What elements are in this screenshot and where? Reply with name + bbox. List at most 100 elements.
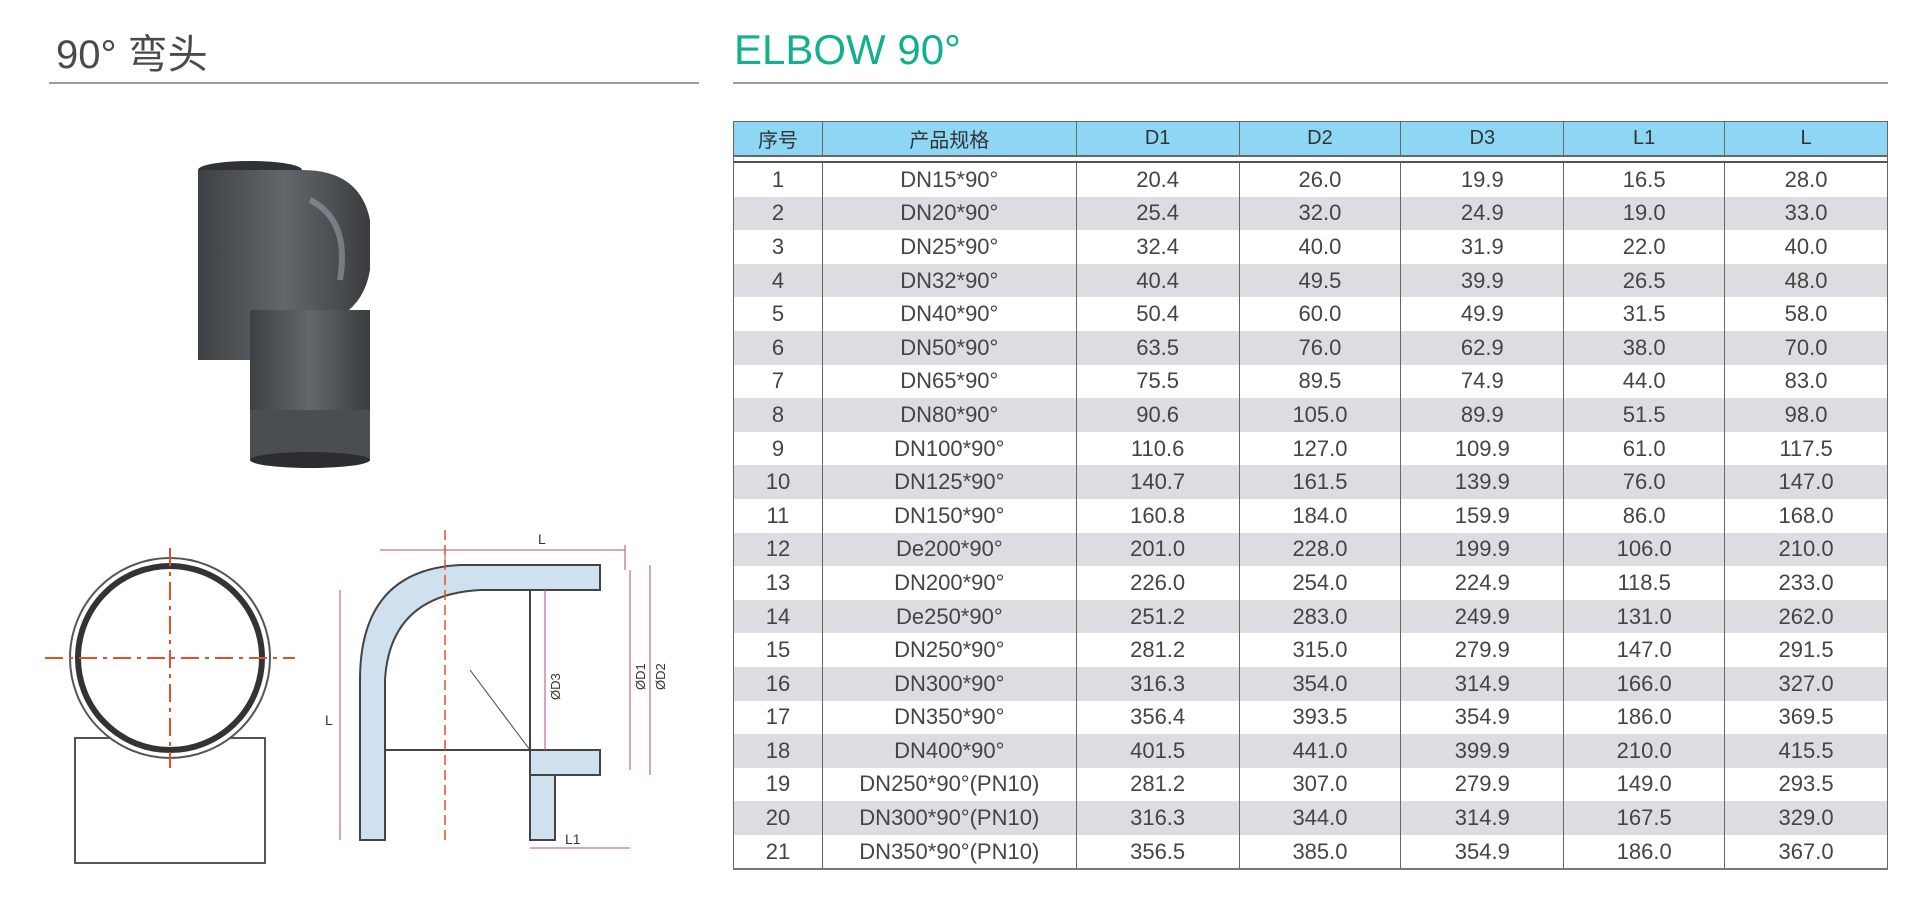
table-row: 15 DN250*90° 281.2 315.0 279.9 147.0 291.5 (733, 633, 1888, 667)
column-header: 产品规格 (821, 121, 1077, 157)
table-cell: 17 (733, 700, 823, 735)
table-row: 4 DN32*90° 40.4 49.5 39.9 26.5 48.0 (733, 263, 1888, 298)
table-row: 11 DN150*90° 160.8 184.0 159.9 86.0 168.0 (733, 498, 1888, 533)
table-cell: 49.9 (1400, 297, 1565, 331)
table-cell: 40.0 (1724, 230, 1888, 264)
table-row: 2 DN20*90° 25.4 32.0 24.9 19.0 33.0 (733, 196, 1888, 231)
elbow-end-view-drawing (45, 548, 295, 864)
table-cell: 201.0 (1075, 532, 1240, 567)
table-cell: 279.9 (1400, 633, 1565, 667)
table-cell: 39.9 (1400, 263, 1565, 298)
table-cell: 33.0 (1724, 196, 1888, 231)
table-cell: 184.0 (1238, 498, 1402, 533)
table-cell: 20 (733, 801, 823, 835)
table-cell: 281.2 (1075, 767, 1240, 802)
table-cell: 44.0 (1563, 364, 1726, 399)
table-cell: 38.0 (1563, 330, 1726, 365)
table-cell: DN300*90°(PN10) (821, 801, 1077, 835)
table-row: 9 DN100*90° 110.6 127.0 109.9 61.0 117.5 (733, 431, 1888, 466)
table-cell: 22.0 (1563, 230, 1726, 264)
column-header: L1 (1563, 121, 1726, 157)
table-cell: DN400*90° (821, 734, 1077, 768)
table-cell: 16 (733, 666, 823, 701)
table-cell: 18 (733, 734, 823, 768)
table-cell: 105.0 (1238, 398, 1402, 432)
table-cell: 13 (733, 566, 823, 600)
table-cell: 354.0 (1238, 666, 1402, 701)
table-cell: 76.0 (1563, 465, 1726, 499)
table-row: 14 De250*90° 251.2 283.0 249.9 131.0 262.0 (733, 599, 1888, 634)
table-cell: 199.9 (1400, 532, 1565, 567)
table-cell: 147.0 (1563, 633, 1726, 667)
table-cell: 25.4 (1075, 196, 1240, 231)
table-cell: 10 (733, 465, 823, 499)
table-cell: DN65*90° (821, 364, 1077, 399)
table-cell: 226.0 (1075, 566, 1240, 600)
table-cell: 14 (733, 599, 823, 634)
table-cell: 140.7 (1075, 465, 1240, 499)
table-cell: 210.0 (1563, 734, 1726, 768)
table-cell: 401.5 (1075, 734, 1240, 768)
table-cell: 106.0 (1563, 532, 1726, 567)
table-cell: 224.9 (1400, 566, 1565, 600)
table-cell: 32.4 (1075, 230, 1240, 264)
table-cell: 51.5 (1563, 398, 1726, 432)
table-row: 5 DN40*90° 50.4 60.0 49.9 31.5 58.0 (733, 297, 1888, 331)
table-cell: 291.5 (1724, 633, 1888, 667)
label-L-side: L (325, 712, 333, 728)
table-cell: 329.0 (1724, 801, 1888, 835)
table-cell: DN200*90° (821, 566, 1077, 600)
table-cell: 314.9 (1400, 666, 1565, 701)
table-cell: 399.9 (1400, 734, 1565, 768)
table-cell: 344.0 (1238, 801, 1402, 835)
table-row: 18 DN400*90° 401.5 441.0 399.9 210.0 415.5 (733, 734, 1888, 768)
table-cell: 86.0 (1563, 498, 1726, 533)
table-cell: 26.0 (1238, 161, 1402, 197)
table-cell: 5 (733, 297, 823, 331)
table-cell: DN20*90° (821, 196, 1077, 231)
table-cell: 186.0 (1563, 700, 1726, 735)
table-row: 16 DN300*90° 316.3 354.0 314.9 166.0 327.0 (733, 666, 1888, 701)
table-cell: 249.9 (1400, 599, 1565, 634)
table-row: 1 DN15*90° 20.4 26.0 19.9 16.5 28.0 (733, 161, 1888, 197)
table-cell: DN100*90° (821, 431, 1077, 466)
table-cell: DN32*90° (821, 263, 1077, 298)
elbow-spec-table: 序号 产品规格 D1 D2 D3 L1 L 1 DN15*90° 20.4 26.0 19.9 16.… (733, 121, 1888, 871)
table-cell: 186.0 (1563, 834, 1726, 871)
table-cell: 3 (733, 230, 823, 264)
table-cell: 16.5 (1563, 161, 1726, 197)
table-cell: 354.9 (1400, 834, 1565, 871)
table-cell: De200*90° (821, 532, 1077, 567)
table-cell: 228.0 (1238, 532, 1402, 567)
table-cell: 98.0 (1724, 398, 1888, 432)
table-row: 7 DN65*90° 75.5 89.5 74.9 44.0 83.0 (733, 364, 1888, 399)
table-cell: 166.0 (1563, 666, 1726, 701)
table-cell: DN80*90° (821, 398, 1077, 432)
column-header: D1 (1075, 121, 1240, 157)
table-cell: 15 (733, 633, 823, 667)
table-cell: 60.0 (1238, 297, 1402, 331)
table-cell: 28.0 (1724, 161, 1888, 197)
table-row: 10 DN125*90° 140.7 161.5 139.9 76.0 147.0 (733, 465, 1888, 499)
table-cell: 40.0 (1238, 230, 1402, 264)
table-cell: 50.4 (1075, 297, 1240, 331)
table-header-row: 序号 产品规格 D1 D2 D3 L1 L (733, 121, 1888, 157)
table-cell: 283.0 (1238, 599, 1402, 634)
table-cell: 31.9 (1400, 230, 1565, 264)
table-cell: 168.0 (1724, 498, 1888, 533)
table-row: 21 DN350*90°(PN10) 356.5 385.0 354.9 186.0 367… (733, 834, 1888, 871)
table-cell: 415.5 (1724, 734, 1888, 768)
table-cell: 4 (733, 263, 823, 298)
table-cell: 149.0 (1563, 767, 1726, 802)
table-cell: DN50*90° (821, 330, 1077, 365)
table-cell: 369.5 (1724, 700, 1888, 735)
table-cell: 90.6 (1075, 398, 1240, 432)
table-cell: DN25*90° (821, 230, 1077, 264)
table-cell: 21 (733, 834, 823, 871)
elbow-product-photo (198, 161, 370, 468)
label-D1: ØD1 (633, 663, 648, 690)
table-cell: 20.4 (1075, 161, 1240, 197)
table-cell: 89.5 (1238, 364, 1402, 399)
table-row: 17 DN350*90° 356.4 393.5 354.9 186.0 369.5 (733, 700, 1888, 735)
table-cell: 9 (733, 431, 823, 466)
